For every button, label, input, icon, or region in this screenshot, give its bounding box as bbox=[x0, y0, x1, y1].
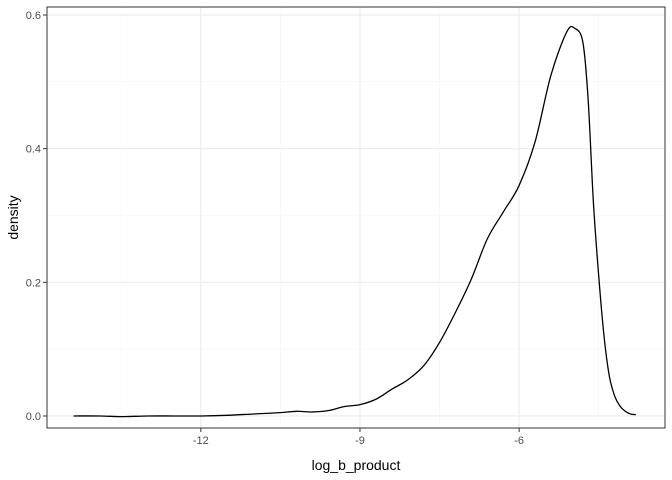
y-tick-label: 0.4 bbox=[26, 144, 41, 156]
x-tick-label: -12 bbox=[193, 435, 209, 447]
y-axis-title: density bbox=[5, 195, 21, 239]
y-tick-label: 0.6 bbox=[26, 10, 41, 22]
y-tick-label: 0.2 bbox=[26, 277, 41, 289]
x-tick-label: -9 bbox=[355, 435, 365, 447]
y-axis-ticks: 0.0 0.2 0.4 0.6 bbox=[26, 10, 47, 423]
x-axis-ticks: -12 -9 -6 bbox=[193, 428, 524, 447]
x-tick-label: -6 bbox=[514, 435, 524, 447]
y-tick-label: 0.0 bbox=[26, 411, 41, 423]
panel-border bbox=[46, 6, 666, 429]
x-axis-title: log_b_product bbox=[312, 457, 401, 473]
minor-gridlines bbox=[47, 7, 665, 428]
density-curve bbox=[73, 25, 636, 418]
